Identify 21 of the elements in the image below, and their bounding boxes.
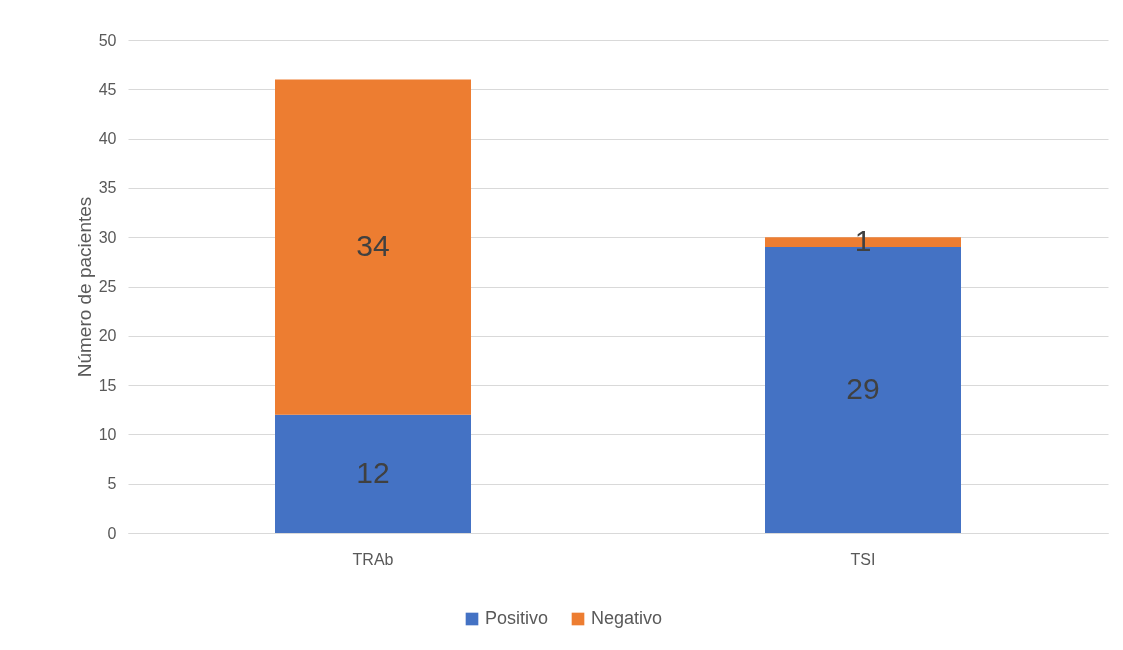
y-tick-label: 30 [98,228,117,246]
data-label: 29 [846,372,880,406]
y-tick-label: 25 [98,278,117,295]
y-tick-label: 20 [98,327,117,345]
bar [275,414,471,533]
y-tick-label: 40 [98,130,117,148]
y-tick-label: 10 [98,425,117,443]
x-tick-label: TRAb [352,550,394,568]
y-tick-label: 15 [98,376,117,394]
legend-label: Negativo [591,608,663,628]
bar [275,79,471,415]
y-tick-label: 45 [98,80,117,98]
x-tick-label: TSI [850,550,876,568]
legend-label: Positivo [485,608,549,628]
y-tick-label: 0 [107,524,117,542]
data-label: 12 [356,455,390,489]
y-axis-title: Número de pacientes [73,196,95,378]
y-tick-label: 50 [98,31,117,49]
data-label: 34 [356,229,390,263]
y-tick-label: 35 [98,179,117,197]
y-tick-label: 5 [107,475,117,493]
